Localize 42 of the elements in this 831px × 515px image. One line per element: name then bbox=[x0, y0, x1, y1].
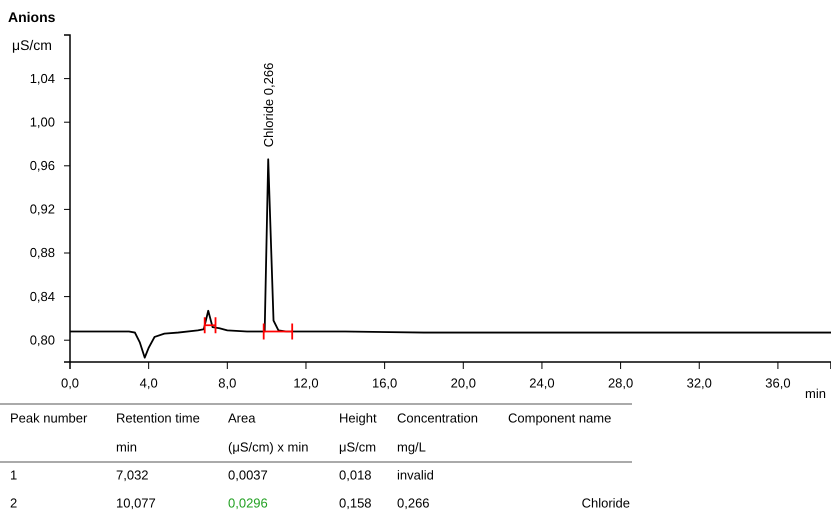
x-tick-label: 32,0 bbox=[686, 376, 712, 391]
text: 0,018 bbox=[339, 468, 372, 483]
y-tick-label: 0,96 bbox=[30, 158, 55, 173]
text: Retention time bbox=[116, 410, 200, 426]
x-tick-label: 16,0 bbox=[372, 376, 398, 391]
text: 0,0296 bbox=[228, 496, 268, 511]
x-tick-label: 8,0 bbox=[218, 376, 236, 391]
x-tick-label: 36,0 bbox=[765, 376, 791, 391]
y-tick-label: 0,84 bbox=[30, 288, 55, 304]
x-tick-label: 4,0 bbox=[140, 376, 158, 391]
y-tick-label: 1,04 bbox=[30, 70, 55, 86]
x-tick-label: 12,0 bbox=[293, 376, 319, 391]
text: 10,077 bbox=[116, 496, 156, 511]
text: mg/L bbox=[397, 440, 426, 455]
y-tick-label: 1,00 bbox=[30, 114, 55, 130]
y-tick-label: 0,92 bbox=[30, 202, 55, 217]
y-tick-label: 0,80 bbox=[30, 332, 55, 348]
text: invalid bbox=[397, 468, 434, 483]
text: 0,0037 bbox=[228, 468, 268, 483]
chart-title: Anions bbox=[8, 9, 56, 25]
text: Chloride bbox=[582, 496, 630, 511]
text: 2 bbox=[10, 496, 18, 511]
text: (μS/cm) x min bbox=[228, 440, 308, 455]
x-axis-title: min bbox=[805, 386, 826, 401]
text: 0,158 bbox=[339, 496, 372, 511]
y-axis-title: μS/cm bbox=[12, 37, 52, 53]
text: 0,266 bbox=[397, 496, 430, 511]
x-tick-label: 24,0 bbox=[529, 376, 555, 391]
text: Component name bbox=[508, 410, 612, 426]
text: μS/cm bbox=[339, 440, 376, 455]
text: 7,032 bbox=[116, 468, 149, 483]
text: Concentration bbox=[397, 410, 478, 426]
y-tick-label: 0,88 bbox=[30, 245, 55, 260]
x-tick-label: 20,0 bbox=[450, 376, 476, 391]
x-tick-label: 0,0 bbox=[60, 376, 80, 391]
text: Height bbox=[339, 410, 377, 426]
x-tick-label: 28,0 bbox=[608, 376, 634, 391]
text: Peak number bbox=[10, 410, 88, 426]
text: Area bbox=[228, 410, 256, 426]
text: 1 bbox=[10, 468, 18, 483]
annotation: Chloride 0,266 bbox=[261, 62, 276, 148]
text: min bbox=[116, 440, 137, 455]
